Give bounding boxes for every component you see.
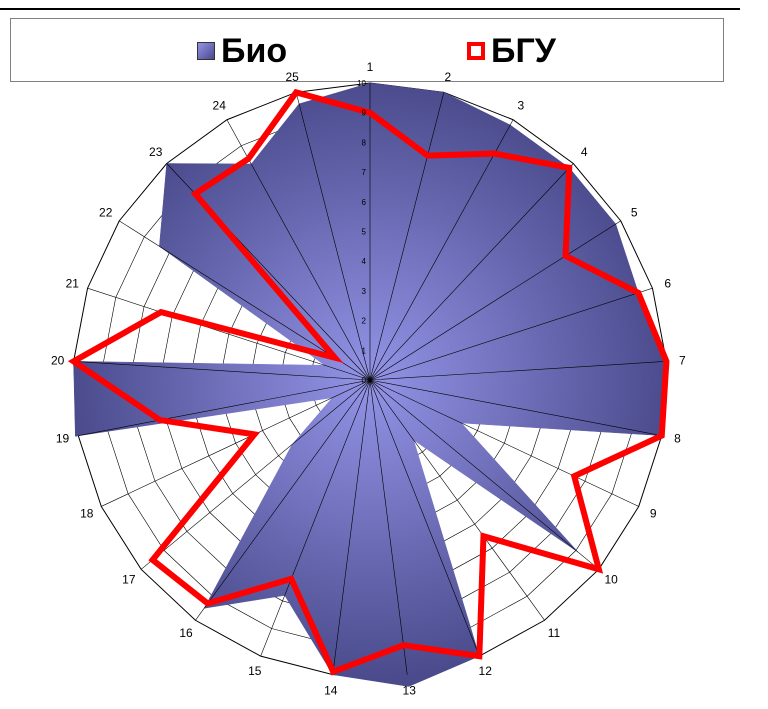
spoke-18 <box>101 379 371 507</box>
category-label-7: 7 <box>679 353 686 367</box>
legend-swatch-bgu <box>467 42 485 60</box>
spoke-5 <box>369 220 621 381</box>
category-label-3: 3 <box>517 99 524 113</box>
series-line-layer <box>67 88 670 676</box>
r-tick-label-3: 3 <box>362 287 367 296</box>
spoke-11 <box>369 379 545 621</box>
category-label-16: 16 <box>179 626 193 640</box>
r-tick-label-4: 4 <box>362 257 367 266</box>
legend: Био БГУ <box>10 18 724 82</box>
category-label-21: 21 <box>66 276 80 290</box>
spoke-17 <box>140 379 371 570</box>
spoke-8 <box>369 379 662 436</box>
spoke-24 <box>226 119 371 381</box>
category-label-17: 17 <box>122 573 136 587</box>
category-label-8: 8 <box>674 432 681 446</box>
spoke-7 <box>369 361 667 381</box>
legend-label-bio: Био <box>221 32 288 70</box>
spoke-15 <box>260 379 371 657</box>
category-label-2: 2 <box>444 70 451 84</box>
category-label-1: 1 <box>367 60 374 74</box>
category-label-22: 22 <box>99 205 113 219</box>
category-label-10: 10 <box>604 573 618 587</box>
category-label-6: 6 <box>664 276 671 290</box>
bgu-line <box>67 88 670 676</box>
r-tick-label-2: 2 <box>362 317 367 326</box>
category-label-5: 5 <box>631 205 638 219</box>
legend-entry-bgu: БГУ <box>467 33 556 69</box>
category-label-11: 11 <box>548 626 561 640</box>
category-label-layer: 1234567891011121314151617181920212223242… <box>51 60 686 698</box>
spoke-9 <box>369 379 639 507</box>
spoke-19 <box>78 379 371 436</box>
category-label-15: 15 <box>248 664 262 678</box>
spoke-14 <box>332 379 371 675</box>
legend-entry-bio: Био <box>197 33 287 69</box>
spoke-10 <box>369 379 600 570</box>
spoke-21 <box>87 287 371 381</box>
legend-swatch-bio <box>197 42 215 60</box>
spoke-2 <box>369 92 445 381</box>
category-label-12: 12 <box>479 664 493 678</box>
spoke-4 <box>369 163 574 381</box>
category-label-4: 4 <box>581 145 588 159</box>
r-tick-label-8: 8 <box>362 138 367 147</box>
category-label-14: 14 <box>324 684 338 698</box>
category-label-23: 23 <box>149 145 163 159</box>
category-label-24: 24 <box>213 99 227 113</box>
r-tick-label-9: 9 <box>362 109 367 118</box>
category-label-19: 19 <box>56 432 70 446</box>
category-label-18: 18 <box>80 506 94 520</box>
category-label-20: 20 <box>51 353 65 367</box>
spoke-13 <box>369 379 408 675</box>
r-tick-label-6: 6 <box>362 198 367 207</box>
legend-label-bgu: БГУ <box>491 32 556 70</box>
r-tick-label-7: 7 <box>362 168 367 177</box>
category-label-9: 9 <box>650 506 657 520</box>
r-tick-label-0: 0 <box>362 376 367 385</box>
spoke-6 <box>369 287 653 381</box>
spoke-25 <box>295 92 371 381</box>
tick-label-layer: 0 1 2 3 4 5 6 7 8 9 10 <box>357 79 366 385</box>
category-label-13: 13 <box>403 684 417 698</box>
top-rule <box>0 8 740 10</box>
spoke-12 <box>369 379 480 657</box>
spoke-20 <box>73 361 371 381</box>
r-tick-label-5: 5 <box>362 228 367 237</box>
category-label-25: 25 <box>285 70 299 84</box>
r-tick-label-10: 10 <box>357 79 366 88</box>
spoke-16 <box>195 379 371 621</box>
spoke-3 <box>369 119 514 381</box>
r-tick-label-1: 1 <box>362 346 367 355</box>
